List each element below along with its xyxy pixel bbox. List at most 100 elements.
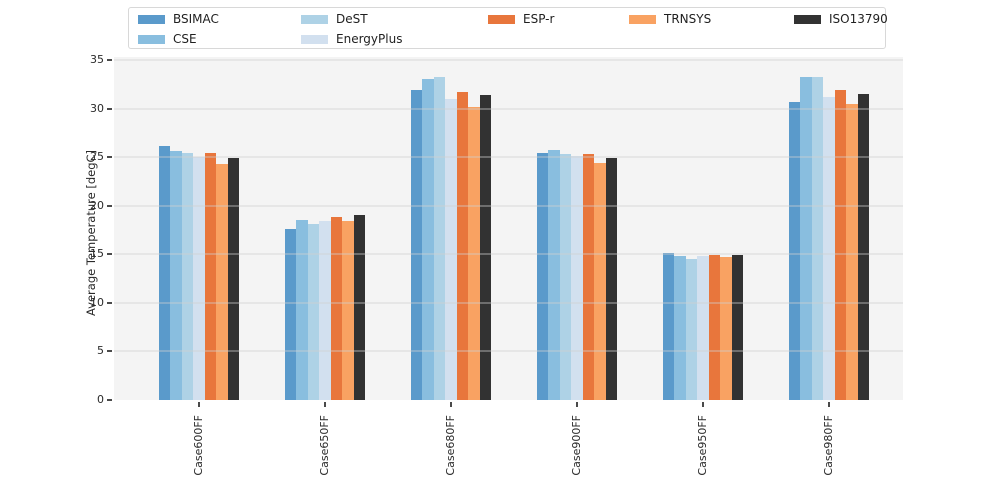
x-tick-mark <box>828 402 830 407</box>
bar-ISO13790-Case900FF <box>605 158 618 400</box>
y-tick-mark <box>107 204 112 207</box>
x-tick-label-text: Case650FF <box>318 415 331 476</box>
y-tick-mark <box>107 59 112 62</box>
legend-column: TRNSYS <box>629 9 711 29</box>
bar-DeST-Case900FF <box>559 154 572 400</box>
legend: BSIMAC CSE DeST EnergyPlus ESP-r TRNSYS ISO137… <box>128 7 888 49</box>
bar-ESP-r-Case680FF <box>456 92 469 400</box>
gridline-25 <box>114 156 903 159</box>
bar-DeST-Case600FF <box>181 153 194 400</box>
legend-item-DeST: DeST <box>301 9 402 29</box>
x-tick-mark <box>702 402 704 407</box>
bar-ISO13790-Case650FF <box>353 214 366 400</box>
legend-swatch-BSIMAC <box>138 14 165 24</box>
bar-CSE-Case900FF <box>548 149 560 400</box>
y-tick-label-5: 5 <box>97 344 104 358</box>
bar-EnergyPlus-Case680FF <box>445 99 457 400</box>
bar-BSIMAC-Case950FF <box>662 253 675 400</box>
y-tick-mark <box>107 301 112 304</box>
legend-item-ISO13790: ISO13790 <box>794 9 888 29</box>
bar-ESP-r-Case900FF <box>582 154 595 400</box>
x-tick-label-Case650FF: Case650FF <box>318 410 379 476</box>
bar-ISO13790-Case680FF <box>479 95 492 400</box>
legend-swatch-EnergyPlus <box>301 34 328 44</box>
bar-ISO13790-Case600FF <box>227 158 240 400</box>
gridline-10 <box>114 301 903 304</box>
legend-column: BSIMAC CSE <box>138 9 219 49</box>
legend-swatch-DeST <box>301 14 328 24</box>
x-tick-label-Case980FF: Case980FF <box>822 410 883 476</box>
legend-label: TRNSYS <box>664 12 712 26</box>
x-tick-mark <box>324 402 326 407</box>
y-tick-mark <box>107 350 112 353</box>
x-tick-mark <box>576 402 578 407</box>
bar-ISO13790-Case950FF <box>731 255 744 400</box>
bar-CSE-Case950FF <box>674 256 686 400</box>
bar-TRNSYS-Case680FF <box>468 106 480 400</box>
y-tick-label-25: 25 <box>90 150 104 164</box>
bar-EnergyPlus-Case600FF <box>193 157 205 400</box>
gridline-20 <box>114 204 903 207</box>
legend-column: ISO13790 <box>794 9 888 29</box>
legend-swatch-CSE <box>138 34 165 44</box>
y-tick-mark <box>107 399 112 401</box>
legend-swatch-ESP-r <box>488 14 515 24</box>
bar-ESP-r-Case600FF <box>204 153 217 400</box>
y-tick-mark <box>107 107 112 110</box>
bar-TRNSYS-Case950FF <box>720 257 732 400</box>
x-tick-label-text: Case680FF <box>444 415 457 476</box>
x-tick-label-text: Case900FF <box>570 415 583 476</box>
legend-column: DeST EnergyPlus <box>301 9 402 49</box>
bar-ESP-r-Case950FF <box>708 255 721 400</box>
legend-label: EnergyPlus <box>336 32 403 46</box>
x-tick-label-Case600FF: Case600FF <box>192 410 253 476</box>
x-tick-label-text: Case600FF <box>192 415 205 476</box>
y-tick-label-35: 35 <box>90 53 104 67</box>
y-tick-label-20: 20 <box>90 198 104 212</box>
legend-label: ESP-r <box>523 12 555 26</box>
bar-BSIMAC-Case680FF <box>410 90 423 400</box>
bar-CSE-Case650FF <box>296 220 308 400</box>
y-tick-label-15: 15 <box>90 247 104 261</box>
bar-TRNSYS-Case650FF <box>342 221 354 400</box>
y-tick-mark <box>107 156 112 159</box>
x-tick-mark <box>198 402 200 407</box>
y-axis-label: Average Temperature [degC] <box>84 149 250 315</box>
gridline-5 <box>114 350 903 353</box>
legend-label: BSIMAC <box>173 12 219 26</box>
y-tick-label-30: 30 <box>90 101 104 115</box>
legend-item-BSIMAC: BSIMAC <box>138 9 219 29</box>
x-tick-label-Case950FF: Case950FF <box>696 410 757 476</box>
gridline-35 <box>114 59 903 62</box>
y-tick-mark <box>107 253 112 256</box>
bar-DeST-Case650FF <box>307 224 320 400</box>
legend-item-TRNSYS: TRNSYS <box>629 9 711 29</box>
y-tick-label-10: 10 <box>90 295 104 309</box>
bar-BSIMAC-Case900FF <box>536 152 549 400</box>
legend-label: CSE <box>173 32 197 46</box>
legend-label: ISO13790 <box>829 12 888 26</box>
bar-CSE-Case980FF <box>800 76 812 400</box>
legend-column: ESP-r <box>488 9 554 29</box>
legend-label: DeST <box>336 12 368 26</box>
x-tick-mark <box>450 402 452 407</box>
bar-TRNSYS-Case980FF <box>846 103 858 400</box>
bar-EnergyPlus-Case980FF <box>823 97 835 400</box>
bar-BSIMAC-Case980FF <box>788 102 801 400</box>
x-tick-label-text: Case980FF <box>822 415 835 476</box>
bar-TRNSYS-Case600FF <box>216 164 228 400</box>
legend-item-ESP-r: ESP-r <box>488 9 554 29</box>
bar-DeST-Case980FF <box>811 76 824 400</box>
x-tick-label-Case900FF: Case900FF <box>570 410 631 476</box>
gridline-15 <box>114 253 903 256</box>
bar-BSIMAC-Case650FF <box>284 229 297 400</box>
y-axis-label-text: Average Temperature [degC] <box>84 149 98 316</box>
plot-area <box>114 57 903 400</box>
bar-CSE-Case600FF <box>170 150 182 400</box>
bar-BSIMAC-Case600FF <box>158 145 171 400</box>
y-tick-label-0: 0 <box>97 393 104 406</box>
x-tick-label-text: Case950FF <box>696 415 709 476</box>
bar-ESP-r-Case980FF <box>834 90 847 400</box>
legend-item-EnergyPlus: EnergyPlus <box>301 29 402 49</box>
